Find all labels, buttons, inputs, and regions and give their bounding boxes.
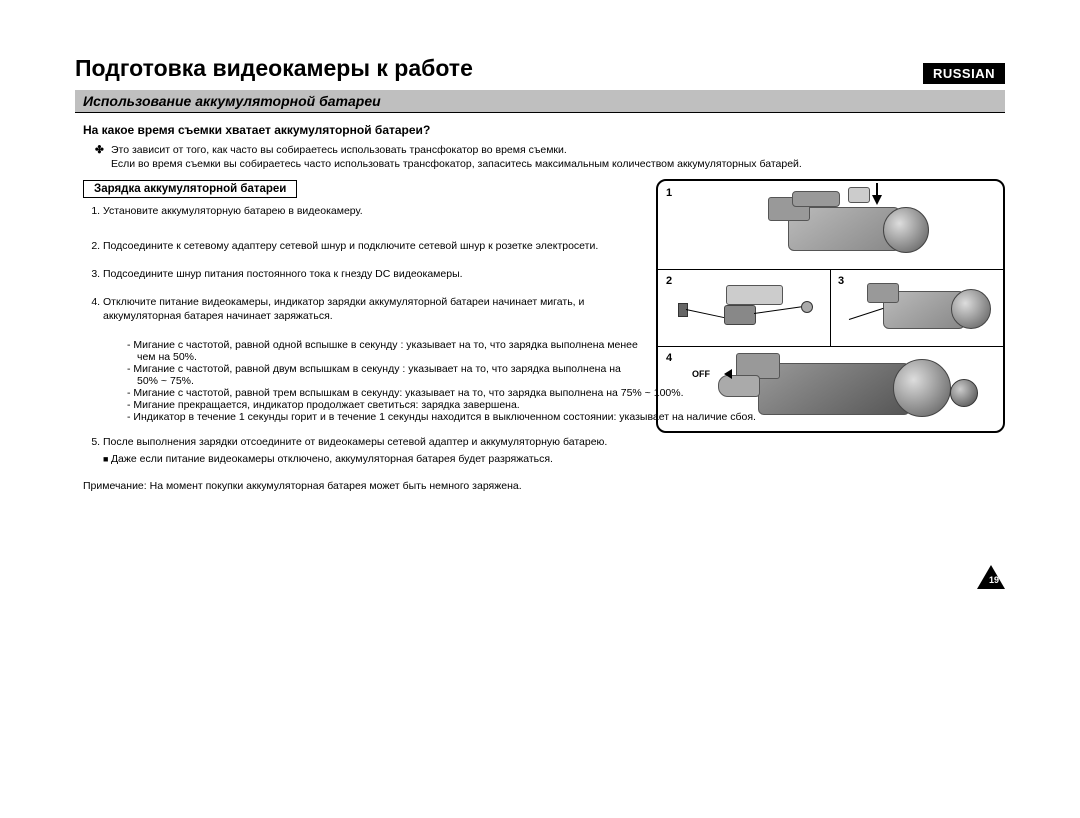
step-text: После выполнения зарядки отсоедините от … <box>103 436 607 448</box>
diagram-box: 1 2 <box>656 179 1005 433</box>
section-heading: Использование аккумуляторной батареи <box>75 90 1005 113</box>
blink-list: Мигание с частотой, равной одной вспышке… <box>75 339 640 387</box>
square-note-text: Даже если питание видеокамеры отключено,… <box>111 453 553 465</box>
intro-paragraph: ✤ Это зависит от того, как часто вы соби… <box>75 143 1005 171</box>
step-text: Отключите питание видеокамеры, индикатор… <box>103 296 584 322</box>
footnote: Примечание: На момент покупки аккумулято… <box>75 480 1005 492</box>
manual-page: RUSSIAN Подготовка видеокамеры к работе … <box>75 55 1005 492</box>
page-title: Подготовка видеокамеры к работе <box>75 55 1005 82</box>
page-number: 19 <box>989 575 999 585</box>
camera-power-off-illustration <box>718 349 993 427</box>
step-item: Подсоедините к сетевому адаптеру сетевой… <box>103 239 644 253</box>
blink-list-wrapper: Мигание с частотой, равной одной вспышке… <box>75 339 640 387</box>
camera-dc-jack-illustration <box>853 273 998 343</box>
question-heading: На какое время съемки хватает аккумулято… <box>75 123 1005 137</box>
instructions-column: Зарядка аккумуляторной батареи Установит… <box>75 179 656 337</box>
step-item: После выполнения зарядки отсоедините от … <box>103 435 1005 465</box>
intro-text: Это зависит от того, как часто вы собира… <box>111 143 802 171</box>
steps-list-cont: После выполнения зарядки отсоедините от … <box>75 435 1005 465</box>
language-badge: RUSSIAN <box>923 63 1005 84</box>
blink-item: Мигание с частотой, равной одной вспышке… <box>127 339 640 363</box>
panel-label: 2 <box>666 275 672 287</box>
off-label: OFF <box>692 369 710 379</box>
blink-item: Мигание с частотой, равной двум вспышкам… <box>127 363 640 387</box>
panel-label: 1 <box>666 187 672 199</box>
clover-bullet-icon: ✤ <box>95 143 111 171</box>
step-item: Подсоедините шнур питания постоянного то… <box>103 267 644 281</box>
adapter-plug-illustration <box>676 273 826 343</box>
panel-label: 4 <box>666 352 672 364</box>
steps-list: Установите аккумуляторную батарею в виде… <box>75 204 644 323</box>
charge-heading: Зарядка аккумуляторной батареи <box>83 180 297 198</box>
step-item: Установите аккумуляторную батарею в виде… <box>103 204 644 218</box>
step-item: Отключите питание видеокамеры, индикатор… <box>103 295 644 323</box>
panel-label: 3 <box>838 275 844 287</box>
square-note: Даже если питание видеокамеры отключено,… <box>103 452 1005 466</box>
camera-insert-battery-illustration <box>718 189 948 263</box>
